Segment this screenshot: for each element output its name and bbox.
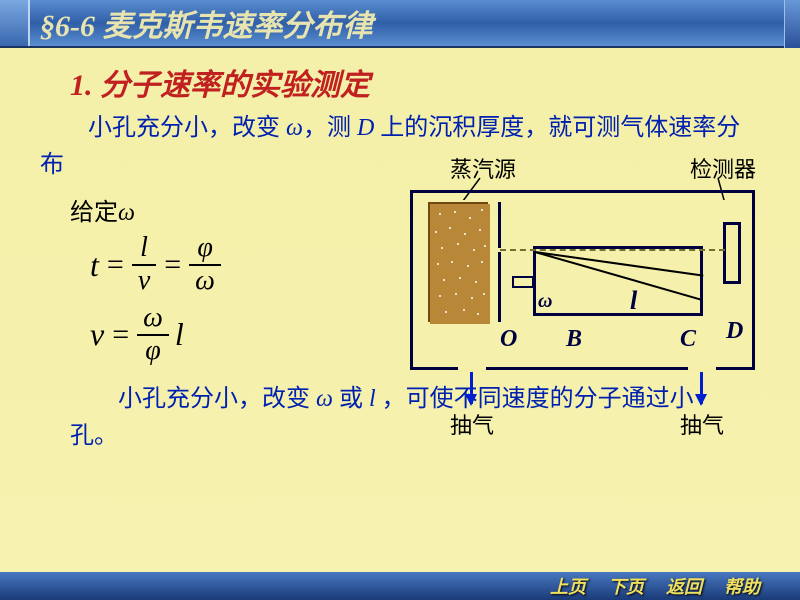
apparatus-diagram: 蒸汽源 检测器 O B C D l ω 抽气 抽气 bbox=[390, 150, 780, 450]
next-button[interactable]: 下页 bbox=[608, 573, 644, 599]
section-num: 1. bbox=[70, 69, 93, 102]
label-O: O bbox=[500, 326, 517, 353]
help-button[interactable]: 帮助 bbox=[724, 573, 760, 599]
pump-arrow-left-icon bbox=[470, 372, 473, 404]
axle bbox=[512, 276, 534, 288]
slit-plate bbox=[498, 202, 501, 322]
prev-button[interactable]: 上页 bbox=[550, 573, 586, 599]
label-C: C bbox=[680, 326, 696, 353]
label-l: l bbox=[630, 286, 637, 316]
vapor-source bbox=[428, 202, 488, 322]
section-title: 1. 分子速率的实验测定 bbox=[70, 60, 760, 104]
label-B: B bbox=[566, 326, 582, 353]
header-bar: §6-6 麦克斯韦速率分布律 bbox=[0, 0, 800, 48]
section-name: 分子速率的实验测定 bbox=[100, 69, 370, 102]
detector-box bbox=[723, 222, 741, 284]
beam-dash-line bbox=[500, 249, 725, 251]
footer-bar: 上页 下页 返回 帮助 bbox=[0, 572, 800, 600]
label-D: D bbox=[726, 318, 743, 345]
label-omega: ω bbox=[538, 290, 552, 313]
pump-arrow-right-icon bbox=[700, 372, 703, 404]
back-button[interactable]: 返回 bbox=[666, 573, 702, 599]
pump-label-right: 抽气 bbox=[680, 408, 724, 440]
header-right-decor bbox=[784, 0, 800, 48]
header-left-decor bbox=[0, 0, 30, 46]
pump-label-left: 抽气 bbox=[450, 408, 494, 440]
rotating-cylinder bbox=[533, 246, 703, 316]
header-title: §6-6 麦克斯韦速率分布律 bbox=[30, 1, 373, 45]
